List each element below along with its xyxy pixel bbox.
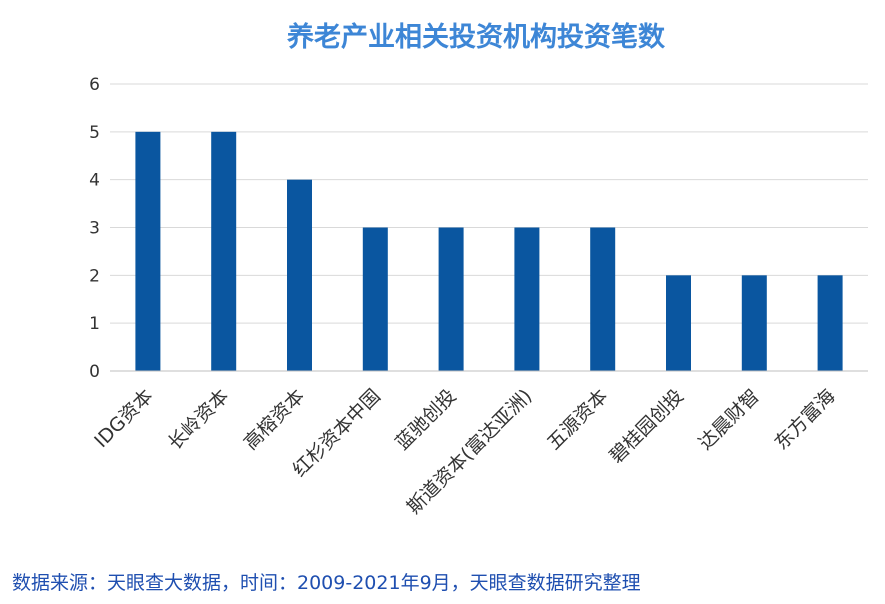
y-tick-label: 0 [89,362,100,382]
bar-6 [590,227,616,371]
y-tick-label: 1 [89,314,100,334]
x-category-label: 五源资本 [543,385,612,454]
x-category-label: IDG资本 [90,385,157,452]
bar-9 [817,275,843,371]
y-tick-label: 5 [89,123,100,143]
y-tick-label: 6 [89,75,100,95]
x-category-label: 碧桂园创投 [605,385,688,468]
bar-chart: 养老产业相关投资机构投资笔数 0 1 2 3 4 5 6 IDG资本 长岭资本 高榕资本红杉资本… [89,21,868,519]
bar-7 [666,275,691,371]
bars [135,131,843,371]
y-axis-ticks: 0 1 2 3 4 5 6 [89,75,100,382]
chart-title: 养老产业相关投资机构投资笔数 [287,21,666,53]
x-category-label: 斯道资本(富达亚洲) [403,385,537,519]
gridlines [110,83,868,324]
y-tick-label: 2 [89,266,100,286]
x-category-label: 东方富海 [770,385,839,454]
bar-3 [362,227,388,371]
bar-4 [438,227,464,371]
y-tick-label: 3 [89,219,100,239]
bar-8 [741,275,767,371]
x-category-label: 高榕资本 [240,385,309,454]
bar-0 [135,131,161,371]
y-tick-label: 4 [89,171,100,191]
bar-5 [514,227,540,371]
x-category-label: 长岭资本 [164,385,233,454]
source-note: 数据来源：天眼查大数据，时间：2009-2021年9月，天眼查数据研究整理 [12,572,641,594]
x-category-label: 达晨财智 [695,385,764,454]
bar-2 [287,179,312,371]
bar-1 [211,131,237,371]
x-category-label: 蓝驰创投 [391,385,460,454]
